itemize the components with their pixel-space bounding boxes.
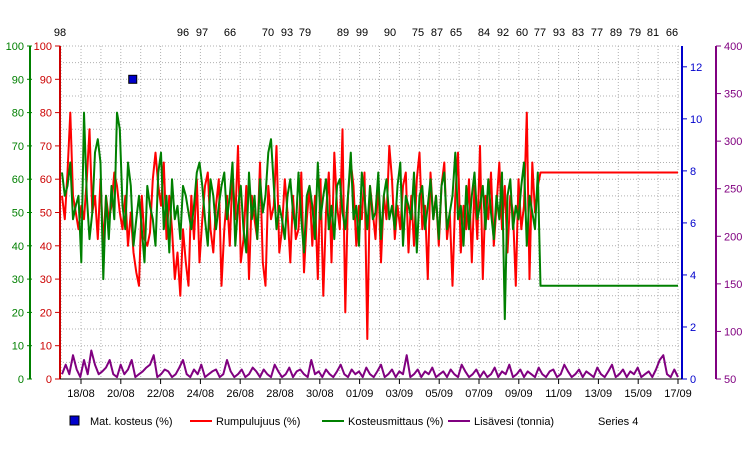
x-tick-label: 28/08	[266, 388, 294, 400]
left-inner-tick: 80	[40, 108, 52, 120]
left-inner-tick: 60	[40, 174, 52, 186]
right-outer-tick: 400	[724, 41, 742, 53]
top-label: 93	[553, 27, 565, 39]
legend-kosteusmittaus: Kosteusmittaus (%)	[322, 416, 443, 428]
top-label: 75	[412, 27, 424, 39]
left-outer-tick: 50	[12, 208, 24, 220]
grid	[60, 45, 680, 380]
top-label: 89	[337, 27, 349, 39]
left-inner-tick: 70	[40, 141, 52, 153]
right-outer-tick: 50	[724, 374, 736, 386]
top-label: 60	[516, 27, 528, 39]
left-inner-tick: 40	[40, 241, 52, 253]
top-label: 79	[629, 27, 641, 39]
top-label: 77	[534, 27, 546, 39]
legend-label: Lisävesi (tonnia)	[474, 416, 554, 428]
right-outer-tick: 150	[724, 279, 742, 291]
top-label: 93	[281, 27, 293, 39]
top-label: 81	[647, 27, 659, 39]
right-inner-tick: 4	[690, 270, 696, 282]
left-inner-tick: 50	[40, 208, 52, 220]
top-label: 77	[591, 27, 603, 39]
legend-lisavesi: Lisävesi (tonnia)	[448, 416, 554, 428]
top-label: 66	[666, 27, 678, 39]
right-outer-tick: 100	[724, 326, 742, 338]
right-inner-tick: 6	[690, 218, 696, 230]
right-inner-tick: 12	[690, 62, 702, 74]
legend: Mat. kosteus (%) Rumpulujuus (%) Kosteusmi…	[69, 415, 638, 428]
right-outer-tick: 300	[724, 136, 742, 148]
top-label: 96	[177, 27, 189, 39]
left-outer-tick: 40	[12, 241, 24, 253]
x-tick-label: 30/08	[306, 388, 334, 400]
top-label: 83	[572, 27, 584, 39]
left-outer-tick: 60	[12, 174, 24, 186]
legend-swatch	[69, 415, 80, 426]
top-label: 89	[610, 27, 622, 39]
x-tick-label: 11/09	[545, 388, 572, 400]
x-tick-label: 22/08	[147, 388, 175, 400]
legend-label: Rumpulujuus (%)	[216, 416, 300, 428]
top-label: 65	[450, 27, 462, 39]
x-tick-label: 09/09	[505, 388, 533, 400]
right-inner-tick: 2	[690, 322, 696, 334]
lisavesi-line	[61, 349, 679, 379]
x-tick-label: 17/09	[664, 388, 692, 400]
top-label: 90	[384, 27, 396, 39]
series-layer	[61, 74, 679, 379]
right-inner-tick: 10	[690, 114, 702, 126]
x-tick-label: 03/09	[386, 388, 414, 400]
left-outer-tick: 80	[12, 108, 24, 120]
left-outer-tick: 70	[12, 141, 24, 153]
top-label: 97	[196, 27, 208, 39]
top-label: 70	[262, 27, 274, 39]
legend-rumpulujuus: Rumpulujuus (%)	[190, 416, 300, 428]
right-inner-tick: 8	[690, 166, 696, 178]
x-tick-label: 05/09	[425, 388, 453, 400]
top-label: 84	[478, 27, 490, 39]
top-label: 79	[299, 27, 311, 39]
left-outer-tick: 30	[12, 274, 24, 286]
kosteusmittaus-line	[61, 111, 678, 321]
x-tick-label: 20/08	[107, 388, 135, 400]
left-inner-tick: 30	[40, 274, 52, 286]
left-outer-tick: 20	[12, 307, 24, 319]
tick-labels: 18/08 20/08 22/08 24/08 26/08 28/08 30/08 01/09…	[6, 27, 743, 400]
legend-mat-kosteus: Mat. kosteus (%)	[69, 415, 173, 428]
top-label: 99	[356, 27, 368, 39]
x-tick-label: 18/08	[67, 388, 95, 400]
left-outer-tick: 10	[12, 341, 24, 353]
top-label: 87	[431, 27, 443, 39]
top-label: 92	[497, 27, 509, 39]
x-tick-label: 15/09	[624, 388, 652, 400]
legend-label: Series 4	[598, 416, 638, 428]
right-outer-tick: 350	[724, 89, 742, 101]
right-outer-tick: 250	[724, 184, 742, 196]
right-outer-tick: 200	[724, 231, 742, 243]
left-outer-tick: 100	[6, 41, 24, 53]
left-inner-tick: 90	[40, 74, 52, 86]
left-outer-tick: 90	[12, 74, 24, 86]
left-inner-tick: 0	[46, 374, 52, 386]
x-tick-label: 26/08	[226, 388, 254, 400]
legend-series4: Series 4	[598, 416, 638, 428]
right-inner-tick: 0	[690, 374, 696, 386]
left-inner-tick: 10	[40, 341, 52, 353]
x-tick-label: 13/09	[585, 388, 613, 400]
legend-label: Kosteusmittaus (%)	[348, 416, 443, 428]
x-tick-label: 01/09	[346, 388, 374, 400]
legend-label: Mat. kosteus (%)	[90, 416, 173, 428]
left-inner-tick: 100	[34, 41, 52, 53]
top-label: 98	[54, 27, 66, 39]
left-outer-tick: 0	[18, 374, 24, 386]
top-label: 66	[224, 27, 236, 39]
left-inner-tick: 20	[40, 307, 52, 319]
x-tick-label: 24/08	[187, 388, 215, 400]
x-tick-label: 07/09	[465, 388, 493, 400]
mat-kosteus-point	[128, 74, 138, 84]
